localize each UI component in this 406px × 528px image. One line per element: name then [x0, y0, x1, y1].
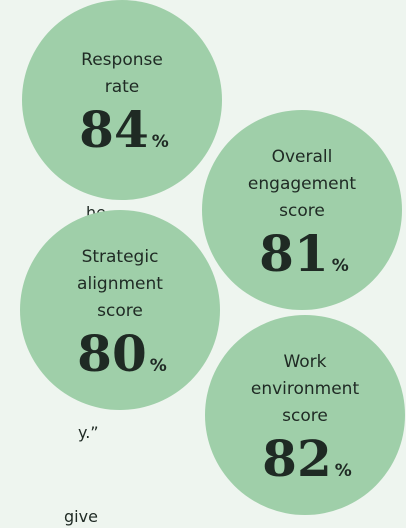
circle — [205, 315, 405, 515]
stat-circle: Strategic alignment score 80% — [20, 210, 220, 410]
stat-label: Overall — [272, 147, 333, 167]
stat-number: 84 — [79, 100, 149, 159]
stat-number: 81 — [259, 224, 329, 283]
text-fragment: give — [64, 507, 98, 526]
stat-value: 84% — [79, 100, 169, 159]
stat-label: rate — [105, 77, 140, 97]
stat-label: score — [279, 201, 325, 221]
stat-value: 81% — [259, 224, 349, 283]
stat-unit: % — [152, 132, 169, 152]
stat-label: score — [282, 406, 328, 426]
stat-label: alignment — [77, 274, 163, 294]
stat-circle: Work environment score 82% — [205, 315, 405, 515]
stat-unit: % — [332, 256, 349, 276]
stat-circle: Response rate 84% — [22, 0, 222, 200]
stat-circle: Overall engagement score 81% — [202, 110, 402, 310]
stat-number: 80 — [77, 324, 147, 383]
circle — [202, 110, 402, 310]
stat-unit: % — [335, 461, 352, 481]
stat-number: 82 — [262, 429, 332, 488]
text-fragment: y.” — [78, 423, 99, 442]
stat-label: Response — [81, 50, 163, 70]
stat-label: environment — [251, 379, 360, 399]
circle — [22, 0, 222, 200]
stat-value: 82% — [262, 429, 352, 488]
stat-label: Work — [283, 352, 326, 372]
stat-label: Strategic — [82, 247, 159, 267]
circle — [20, 210, 220, 410]
stat-label: score — [97, 301, 143, 321]
stat-unit: % — [150, 356, 167, 376]
stat-value: 80% — [77, 324, 167, 383]
stat-label: engagement — [248, 174, 356, 194]
